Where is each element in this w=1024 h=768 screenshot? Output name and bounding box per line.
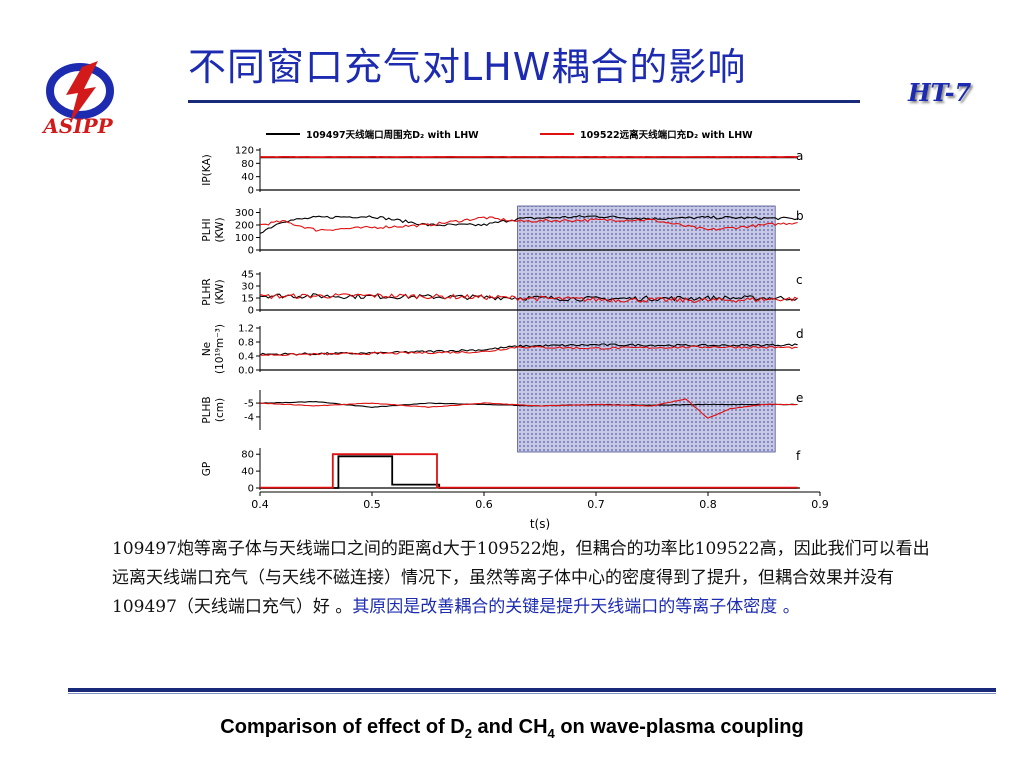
highlight-region xyxy=(517,205,776,453)
caption-sub1: 2 xyxy=(464,726,472,741)
x-tick-label: 0.5 xyxy=(363,498,381,511)
legend-label-1: 109522远离天线端口充D₂ with LHW xyxy=(580,129,753,141)
caption: Comparison of effect of D2 and CH4 on wa… xyxy=(0,716,1024,741)
panel-c-ylabel: (KW) xyxy=(214,279,226,304)
panel-f-tick-label: 80 xyxy=(241,450,254,461)
panel-d-letter: d xyxy=(796,327,804,341)
caption-part3: on wave-plasma coupling xyxy=(554,716,804,738)
x-tick-label: 0.7 xyxy=(587,498,605,511)
panel-f-tick-label: 40 xyxy=(241,467,254,478)
panel-a-ylabel: IP(KA) xyxy=(201,154,213,186)
description-highlight: 其原因是改善耦合的关键是提升天线端口的等离子体密度 。 xyxy=(352,597,800,617)
title-underline xyxy=(188,100,860,103)
panel-d-ylabel: Ne xyxy=(201,342,213,356)
panel-a-tick-label: 0 xyxy=(248,186,254,197)
panel-e-ylabel: PLHB xyxy=(201,396,213,423)
panel-e-ylabel: (cm) xyxy=(214,398,226,422)
bottom-rule-thin xyxy=(68,693,996,694)
x-tick-label: 0.4 xyxy=(251,498,269,511)
panel-c-series-109497 xyxy=(259,293,798,302)
x-tick-label: 0.6 xyxy=(475,498,493,511)
bottom-rule xyxy=(68,688,996,692)
panel-d-tick-label: 0.4 xyxy=(238,352,254,363)
asipp-logo xyxy=(46,61,114,123)
panel-f-series-109522 xyxy=(260,453,798,489)
panel-d-tick-label: 0.8 xyxy=(238,338,254,349)
panel-a-letter: a xyxy=(796,149,803,163)
panel-a-tick-label: 120 xyxy=(235,146,254,157)
x-tick-label: 0.8 xyxy=(699,498,717,511)
panel-a-tick-label: 40 xyxy=(241,172,254,183)
slide-title: 不同窗口充气对LHW耦合的影响 xyxy=(188,45,747,89)
panel-c-series-109522 xyxy=(259,293,798,304)
panel-b-ylabel: (KW) xyxy=(214,217,226,242)
panel-d-tick-label: 1.2 xyxy=(238,324,254,335)
panel-f-tick-label: 0 xyxy=(248,484,254,495)
panel-c-tick-label: 30 xyxy=(241,282,254,293)
panel-e-series-109522 xyxy=(259,398,798,419)
description-text: 109497炮等离子体与天线端口之间的距离d大于109522炮，但耦合的功率比1… xyxy=(112,539,930,617)
panel-a-tick-label: 80 xyxy=(241,159,254,170)
panel-e-tick-label: -4 xyxy=(244,412,254,423)
x-axis-label: t(s) xyxy=(530,517,550,531)
x-tick-label: 0.9 xyxy=(811,498,829,511)
panel-c-letter: c xyxy=(796,273,803,287)
panel-e-letter: e xyxy=(796,391,803,405)
panel-d-series-109522 xyxy=(259,345,798,356)
panel-c-ylabel: PLHR xyxy=(201,278,213,305)
panel-e-tick-label: -5 xyxy=(244,399,254,410)
panel-f-series-109497 xyxy=(260,455,798,489)
panel-b-tick-label: 0 xyxy=(248,246,254,257)
coupling-chart: 109497天线端口周围充D₂ with LHW 109522远离天线端口充D₂ … xyxy=(201,129,829,531)
panel-c-tick-label: 45 xyxy=(241,270,254,281)
panel-d-ylabel: (10¹⁹m⁻³) xyxy=(214,324,226,374)
legend-label-0: 109497天线端口周围充D₂ with LHW xyxy=(306,129,479,141)
caption-part2: and CH xyxy=(471,716,548,738)
logo-text: ASIPP xyxy=(43,114,113,138)
description-paragraph: 109497炮等离子体与天线端口之间的距离d大于109522炮，但耦合的功率比1… xyxy=(112,535,932,622)
panel-c-tick-label: 0 xyxy=(248,306,254,317)
ht7-tag: HT-7 xyxy=(908,78,972,107)
caption-sub2: 4 xyxy=(547,726,555,741)
panel-d-series-109497 xyxy=(259,343,798,356)
panel-b-ylabel: PLHI xyxy=(201,218,213,241)
figure: 109497天线端口周围充D₂ with LHW 109522远离天线端口充D₂ … xyxy=(190,124,830,534)
panel-f-ylabel: GP xyxy=(201,462,213,476)
panel-b-tick-label: 200 xyxy=(235,221,254,232)
panel-b-tick-label: 300 xyxy=(235,208,254,219)
panel-b-series-109497 xyxy=(259,215,798,234)
panel-b-letter: b xyxy=(796,209,804,223)
panel-d-tick-label: 0.0 xyxy=(238,366,254,377)
panel-c-tick-label: 15 xyxy=(241,294,254,305)
panel-f-letter: f xyxy=(796,449,801,463)
caption-part1: Comparison of effect of D xyxy=(220,716,465,738)
panel-b-series-109522 xyxy=(259,216,798,232)
panel-b-tick-label: 100 xyxy=(235,233,254,244)
